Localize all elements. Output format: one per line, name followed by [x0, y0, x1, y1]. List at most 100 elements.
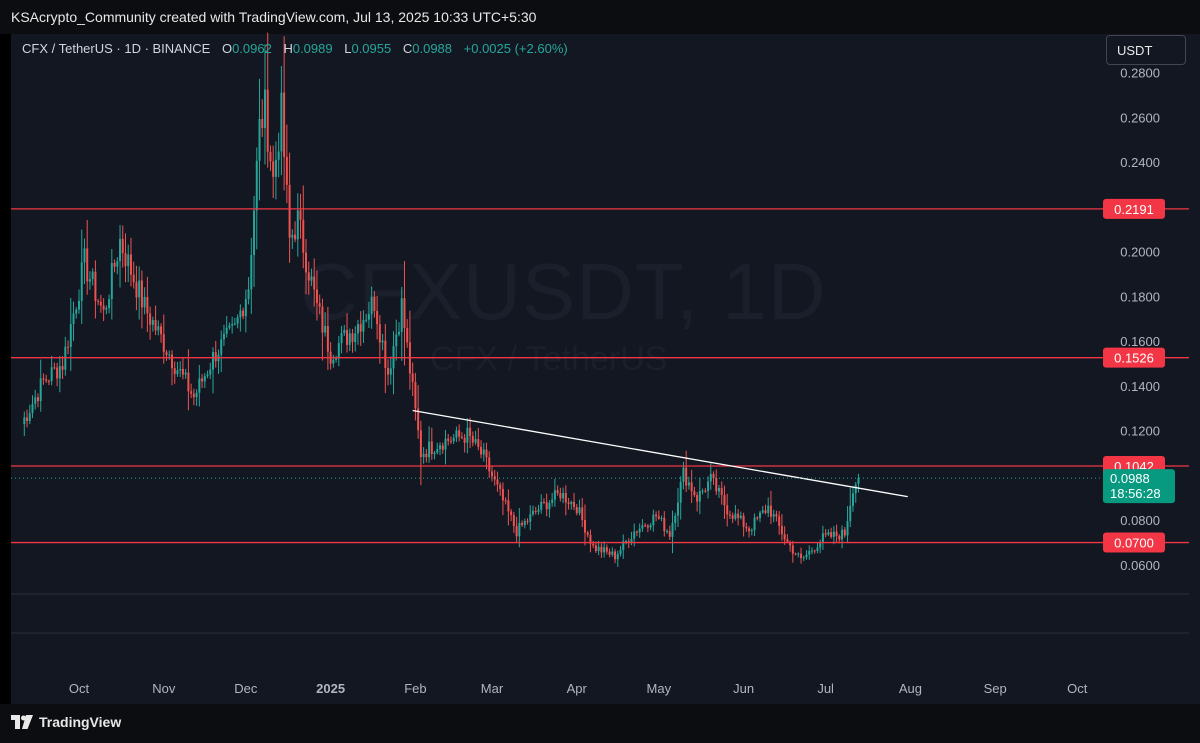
candle-body [504, 500, 507, 502]
candle-body [594, 545, 597, 551]
candle-body [728, 514, 731, 516]
candle-body [832, 531, 835, 537]
candle-body [540, 501, 543, 510]
candle-body [337, 343, 340, 359]
candle-body [324, 325, 327, 333]
currency-button[interactable]: USDT [1106, 35, 1186, 65]
candle-body [436, 449, 439, 453]
candle-body [225, 327, 228, 334]
candle-body [373, 296, 376, 311]
candle-body [195, 392, 198, 398]
x-tick-label: Feb [404, 681, 426, 696]
candle-body [143, 297, 146, 308]
candle-body [45, 379, 48, 381]
candle-body [791, 545, 794, 554]
candle-body [61, 366, 64, 370]
candle-body [305, 252, 308, 273]
candle-body [179, 368, 182, 371]
candle-body [294, 234, 297, 240]
candle-body [83, 248, 86, 263]
candle-body [105, 308, 108, 310]
candle-body [417, 408, 420, 431]
candle-body [135, 282, 138, 298]
candle-body [490, 471, 493, 477]
candle-body [53, 367, 56, 369]
candle-body [556, 490, 559, 493]
candle-body [362, 320, 365, 332]
candle-body [849, 505, 852, 522]
candle-body [397, 331, 400, 335]
x-axis: Oct Nov Dec 2025 Feb Mar Apr May Jun Jul Aug Sep Oct [69, 681, 1088, 696]
candle-body [635, 531, 638, 533]
candle-body [258, 119, 261, 161]
candle-body [400, 298, 403, 332]
candle-body [75, 309, 78, 314]
high-value: 0.0989 [292, 41, 333, 56]
candle-body [119, 238, 122, 262]
candle-body [318, 303, 321, 307]
candle-body [190, 391, 193, 394]
candle-body [236, 317, 239, 324]
chart-panel[interactable] [11, 34, 1200, 704]
candle-body [214, 352, 217, 362]
candle-body [56, 367, 59, 379]
y-tick-label: 0.2600 [1120, 110, 1160, 125]
y-tick-label: 0.1800 [1120, 289, 1160, 304]
candle-body [387, 368, 390, 375]
candle-body [354, 333, 357, 342]
candle-body [756, 517, 759, 519]
candle-body [480, 446, 483, 455]
x-tick-label: Oct [1067, 681, 1088, 696]
candle-body [422, 453, 425, 458]
candle-body [485, 449, 488, 458]
candle-body [91, 271, 94, 280]
candle-body [597, 546, 600, 551]
candle-body [474, 439, 477, 443]
high-label: H [283, 41, 293, 56]
candle-body [731, 515, 734, 519]
candle-body [201, 378, 204, 382]
candle-body [138, 280, 141, 298]
candle-body [709, 473, 712, 482]
candle-body [622, 541, 625, 550]
candle-body [313, 276, 316, 290]
y-tick-label: 0.0800 [1120, 513, 1160, 528]
candle-body [805, 554, 808, 558]
tradingview-logo[interactable]: TradingView [11, 714, 121, 730]
symbol-info[interactable]: CFX / TetherUS · 1D · BINANCE [22, 41, 211, 56]
candle-body [723, 495, 726, 506]
candle-body [222, 333, 225, 340]
candle-body [786, 539, 789, 542]
candle-body [493, 476, 496, 480]
candle-body [759, 512, 762, 519]
footer-bar [0, 704, 1200, 743]
candle-body [102, 305, 105, 310]
candle-body [458, 430, 461, 437]
candle-body [775, 514, 778, 517]
candle-body [395, 334, 398, 347]
candle-body [39, 378, 42, 402]
candle-body [359, 324, 362, 332]
candle-body [578, 507, 581, 514]
candle-body [266, 89, 269, 152]
candle-body [198, 378, 201, 393]
candle-body [247, 289, 250, 300]
candle-body [586, 532, 589, 535]
candle-body [852, 493, 855, 506]
candle-body [559, 492, 562, 499]
candle-body [507, 500, 510, 512]
candle-body [854, 484, 857, 494]
candle-body [819, 542, 822, 548]
candle-body [365, 319, 368, 321]
candle-body [693, 491, 696, 496]
candle-body [857, 478, 860, 484]
candle-body [72, 313, 75, 325]
candle-body [518, 522, 521, 537]
candle-body [162, 334, 165, 353]
candle-body [515, 526, 518, 537]
candle-body [428, 441, 431, 458]
candle-body [619, 549, 622, 555]
candle-body [824, 533, 827, 535]
